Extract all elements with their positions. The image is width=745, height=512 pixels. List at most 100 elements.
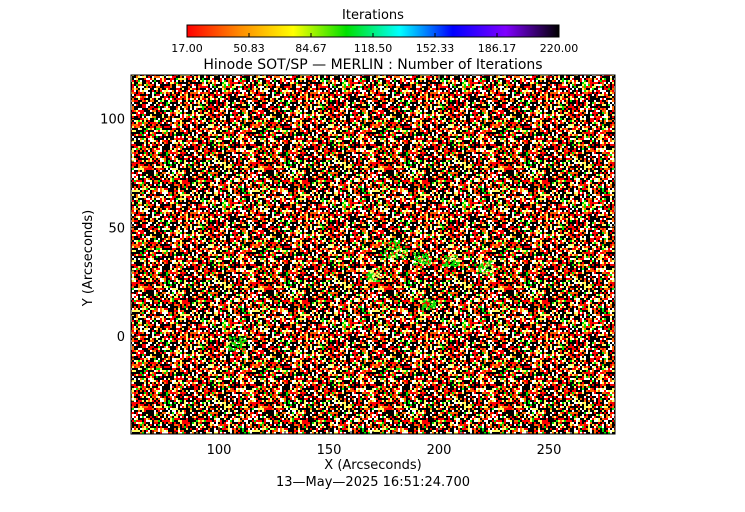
heatmap-cell [392,244,395,247]
heatmap-cell [242,348,245,351]
y-axis-tick-labels: 100 50 0 [100,113,125,346]
heatmap-cell [230,348,233,351]
heatmap-cell [417,252,420,255]
heatmap-cell [233,349,236,352]
heatmap-cell [453,264,456,267]
heatmap-cell [388,242,391,245]
heatmap-cell [413,258,416,261]
heatmap-cell [427,251,430,254]
heatmap-cell [231,342,234,345]
heatmap-cell [393,241,396,244]
heatmap-cell [421,307,424,310]
heatmap-cell [424,303,427,306]
heatmap-cell [449,255,452,258]
heatmap-cell [485,272,488,275]
heatmap-cell [421,259,424,262]
heatmap-cell [488,262,491,265]
heatmap-cell [402,254,405,257]
heatmap-cell [230,337,233,340]
heatmap-cell [416,256,419,259]
heatmap-cell [485,265,488,268]
chart-title: Hinode SOT/SP — MERLIN : Number of Itera… [203,57,542,73]
heatmap-cell [434,302,437,305]
heatmap-cell [393,255,396,258]
heatmap-cell [369,276,372,279]
heatmap-cell [227,342,230,345]
heatmap-cell [451,263,454,266]
heatmap-cell [239,336,242,339]
heatmap-cell [424,300,427,303]
heatmap-cell [487,264,490,267]
heatmap-cell [444,255,447,258]
heatmap-cell [388,256,391,259]
heatmap-cell [429,301,432,304]
heatmap-cell [389,247,392,250]
heatmap-cell [454,264,457,267]
heatmap-cell [488,260,491,263]
x-tick-label: 150 [317,443,342,458]
heatmap-cell [375,279,378,282]
heatmap-cell [426,255,429,258]
heatmap-cell [239,340,242,343]
heatmap-cell [416,258,419,261]
heatmap-cell [368,276,371,279]
heatmap-cell [395,254,398,257]
heatmap-cell [426,298,429,301]
heatmap-cell [427,300,430,303]
colorbar-ticks [186,33,560,37]
heatmap-cell [244,339,247,342]
heatmap-cell [418,259,421,262]
heatmap-cell [427,307,430,310]
heatmap-cell [241,341,244,344]
heatmap-cell [432,302,435,305]
heatmap-cell [379,276,382,279]
heatmap-cell [421,261,424,264]
heatmap-cell [479,270,482,273]
colorbar-tick-label: 186.17 [478,42,517,55]
heatmap-cell [379,270,382,273]
heatmap-cell [388,254,391,257]
heatmap-cell [393,248,396,251]
heatmap-cell [394,245,397,248]
colorbar-tick-label: 118.50 [354,42,393,55]
heatmap-cell [239,337,242,340]
heatmap-cell [446,264,449,267]
heatmap-cell [394,253,397,256]
heatmap-cell [487,269,490,272]
heatmap-cell [229,347,232,350]
heatmap-cell [484,261,487,264]
heatmap-cell [233,336,236,339]
heatmap-cell [402,256,405,259]
heatmap-cell [237,345,240,348]
heatmap-cell [234,339,237,342]
heatmap-cell [371,271,374,274]
heatmap-cell [428,263,431,266]
heatmap-cell [425,304,428,307]
heatmap-cell [478,266,481,269]
heatmap-cell [239,344,242,347]
heatmap-cell [237,348,240,351]
heatmap-cell [399,248,402,251]
heatmap-cell [366,273,369,276]
heatmap-cell [448,265,451,268]
heatmap-cell [443,264,446,267]
heatmap-cell [449,264,452,267]
heatmap-cell [419,257,422,260]
heatmap-cell [403,250,406,253]
heatmap-cell [446,263,449,266]
heatmap-cell [369,279,372,282]
heatmap-cell [449,259,452,262]
heatmap-cell [389,240,392,243]
heatmap-cell [491,265,494,268]
heatmap-cell [229,340,232,343]
heatmap-cell [244,335,247,338]
heatmap-cell [481,265,484,268]
heatmap-cell [368,273,371,276]
x-tick-label: 250 [537,443,562,458]
heatmap-cell [445,261,448,264]
heatmap-cell [454,255,457,258]
heatmap-cell [422,256,425,259]
heatmap-cell [368,271,371,274]
heatmap-cell [228,345,231,348]
heatmap-patches [227,240,494,352]
